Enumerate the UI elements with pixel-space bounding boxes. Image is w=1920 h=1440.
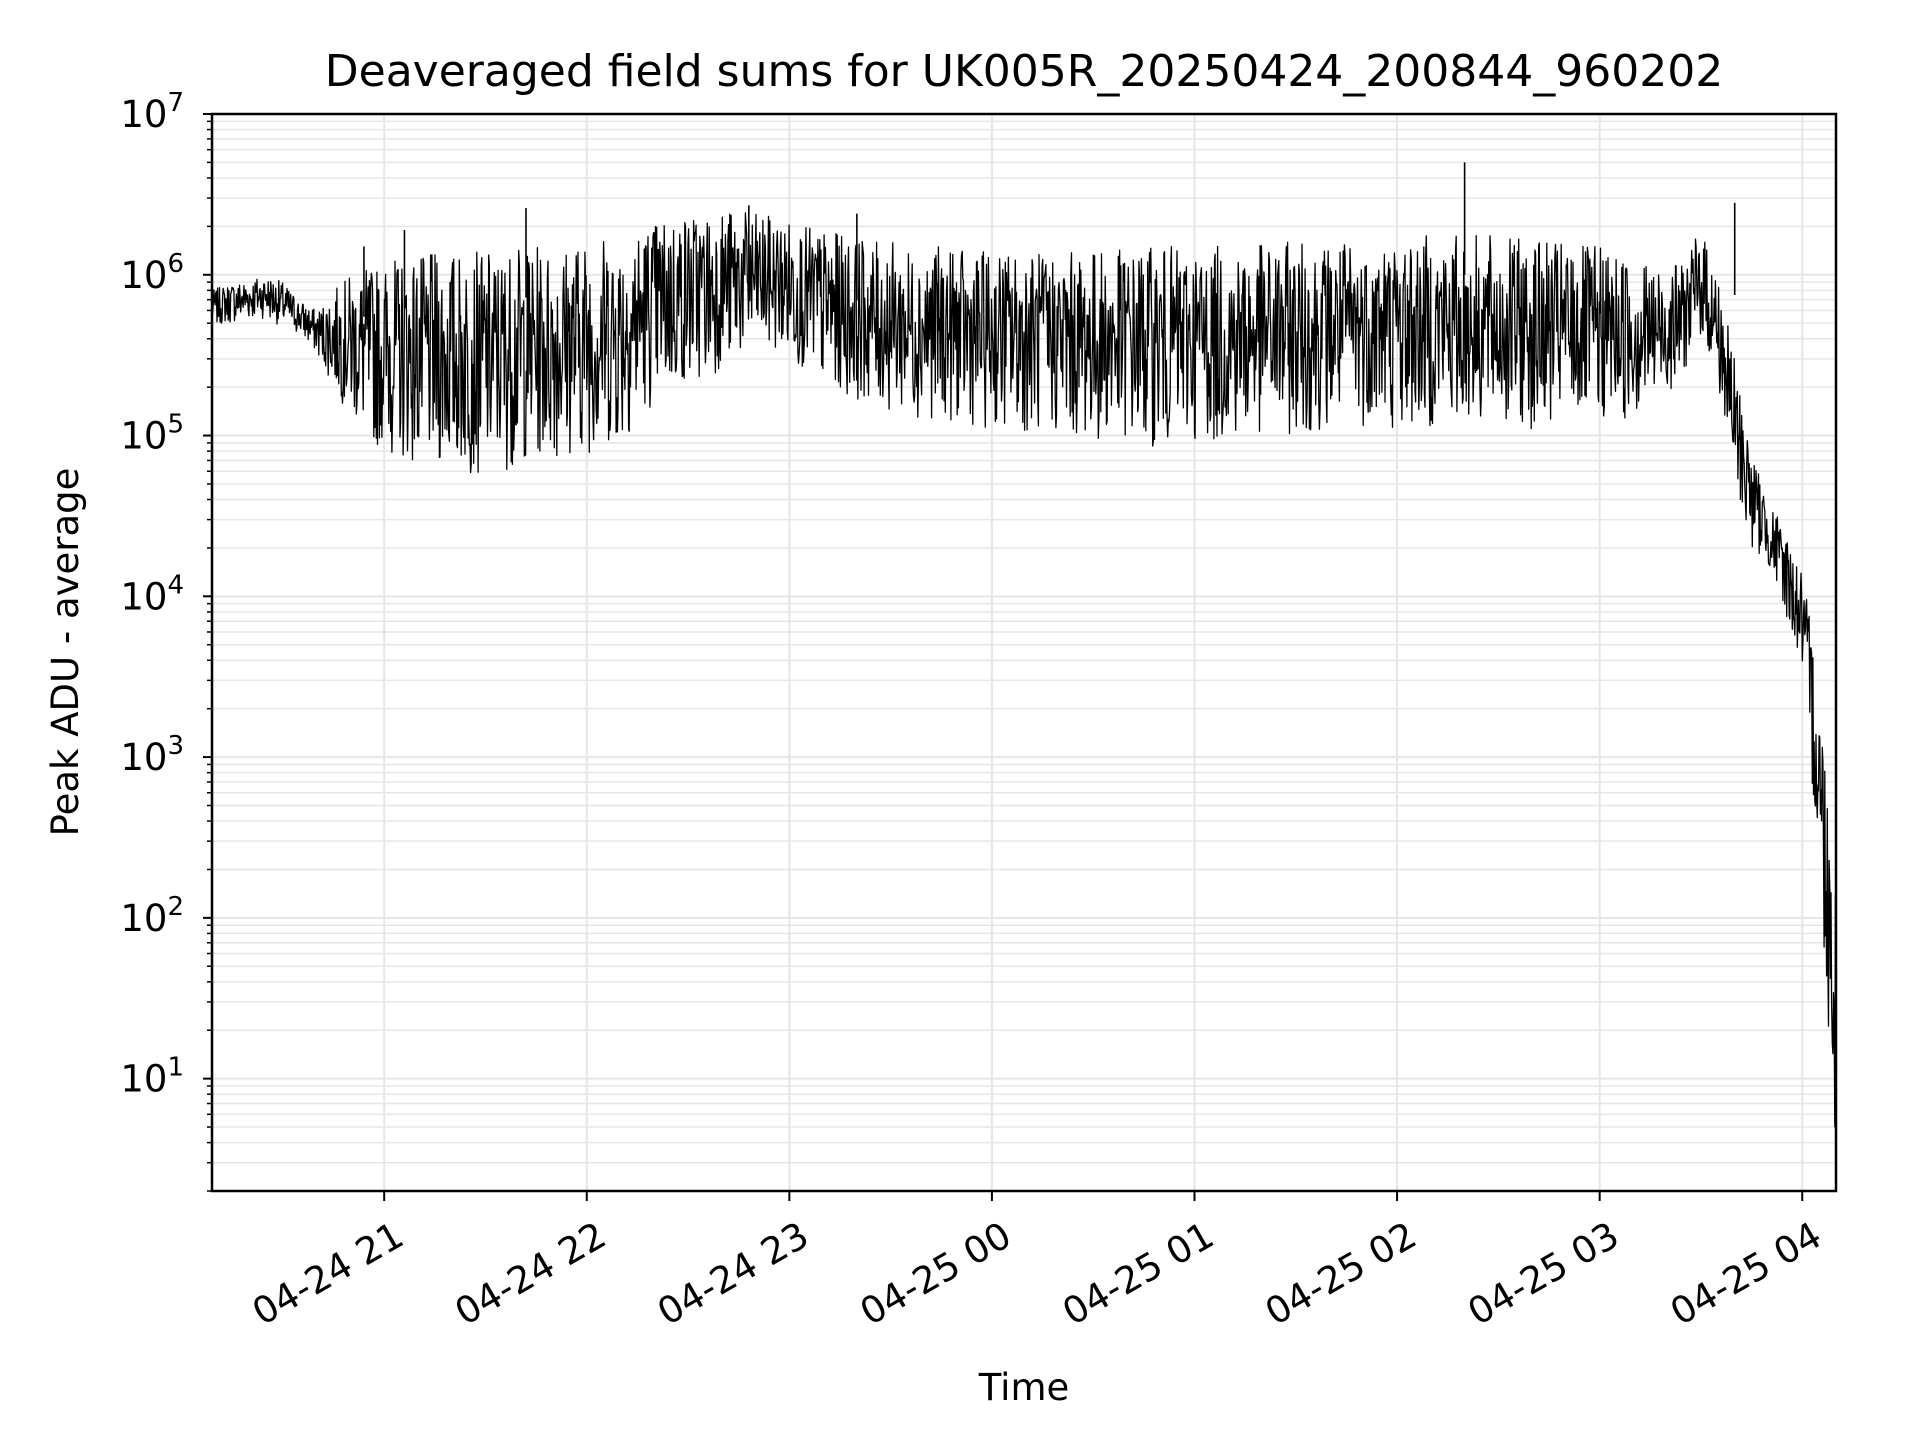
series-group bbox=[211, 162, 1837, 1128]
y-tick-label: 102 bbox=[120, 892, 184, 940]
x-axis-label: Time bbox=[978, 1366, 1070, 1409]
y-tick-label: 104 bbox=[120, 570, 184, 618]
y-axis-ticks: 101 102 103 104 105 106 107 bbox=[120, 88, 212, 1192]
y-tick-label: 103 bbox=[120, 731, 184, 779]
plot-frame bbox=[210, 112, 1838, 1193]
y-tick-label: 106 bbox=[120, 249, 184, 297]
series-line bbox=[211, 212, 1837, 1128]
chart-title: Deaveraged field sums for UK005R_2025042… bbox=[325, 46, 1723, 97]
gridlines bbox=[212, 113, 1836, 1192]
y-axis-label: Peak ADU - average bbox=[44, 468, 87, 837]
y-tick-label: 105 bbox=[120, 410, 184, 458]
y-tick-label: 107 bbox=[120, 88, 184, 136]
y-tick-label: 101 bbox=[120, 1053, 184, 1101]
